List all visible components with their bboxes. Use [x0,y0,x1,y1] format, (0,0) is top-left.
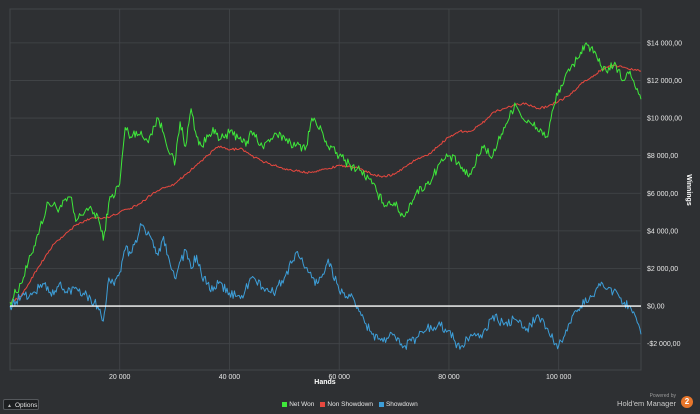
legend-item-non-showdown[interactable]: Non Showdown [320,401,373,408]
y-tick-label: $12 000,00 [647,78,682,85]
powered-by-label: Powered by [649,393,676,399]
legend-label-showdown: Showdown [385,400,418,408]
legend-swatch-showdown [378,401,384,407]
x-axis-title: Hands [314,379,336,386]
legend-swatch-net-won [282,401,288,407]
y-tick-label: $4 000,00 [647,228,678,235]
y-tick-label: -$2 000,00 [647,341,681,348]
x-tick-label: 100 000 [546,374,571,381]
y-tick-label: $8 000,00 [647,153,678,160]
legend-label-non-showdown: Non Showdown [327,400,373,408]
x-tick-label: 60 000 [329,374,351,381]
series-line-net-won [9,42,642,306]
y-tick-label: $6 000,00 [647,191,678,198]
options-label: Options [14,402,38,409]
legend-item-showdown[interactable]: Showdown [378,400,418,408]
legend-label-net-won: Net Won [289,400,315,408]
grid-lines [9,8,642,371]
y-axis-title: Winnings [685,174,692,206]
options-button[interactable]: ▲ Options [3,399,39,410]
series-lines [9,42,642,350]
plot-frame [9,8,642,371]
y-tick-label: $2 000,00 [647,266,678,273]
legend: Net Won Non Showdown Showdown [0,398,700,410]
y-tick-label: $0,00 [647,304,665,311]
series-line-showdown [9,223,642,350]
legend-swatch-non-showdown [320,401,326,407]
brand-badge-icon: 2 [681,396,693,408]
legend-item-net-won[interactable]: Net Won [282,401,314,408]
x-tick-label: 80 000 [438,374,460,381]
x-tick-label: 40 000 [219,374,241,381]
x-tick-labels: 20 000 40 000 60 000 80 000 100 000 [109,374,571,381]
y-tick-label: $10 000,00 [647,116,682,123]
x-tick-label: 20 000 [109,374,131,381]
y-tick-labels: -$2 000,00 $0,00 $2 000,00 $4 000,00 $6 000,… [647,40,682,348]
powered-by-logo: Powered by Hold'em Manager [617,393,676,408]
brand-name: Hold'em Manager [617,398,676,408]
caret-up-icon: ▲ [7,403,12,409]
y-tick-label: $14 000,00 [647,40,682,47]
series-line-non-showdown [9,64,642,304]
